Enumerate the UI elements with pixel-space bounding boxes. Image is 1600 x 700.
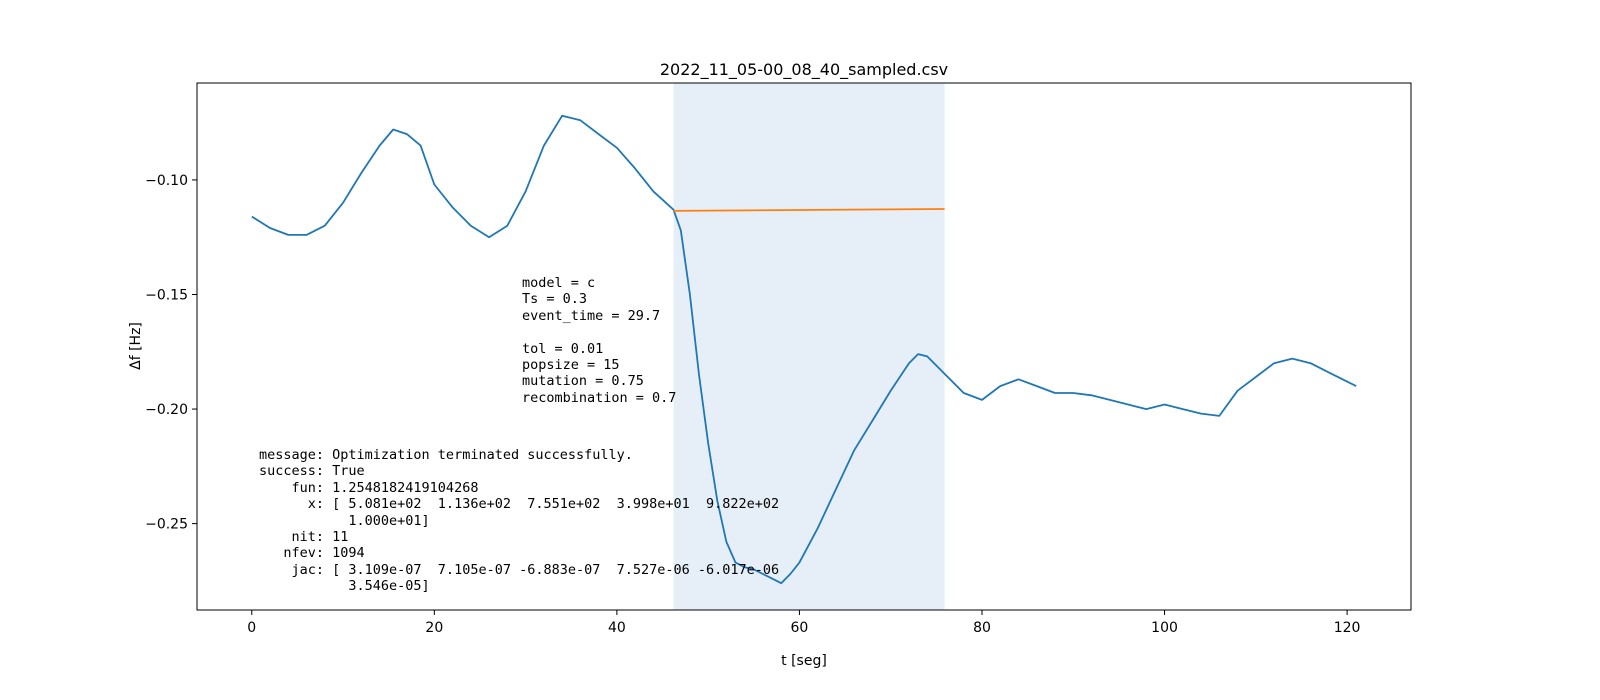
x-tick-label: 100: [1151, 620, 1178, 636]
y-tick-label: −0.15: [145, 287, 188, 303]
plot-frame: [196, 82, 1412, 611]
measured-series-line: [251, 114, 1357, 585]
y-tick-label: −0.10: [145, 173, 188, 189]
x-tick-label: 40: [608, 620, 626, 636]
y-tick-label: −0.20: [145, 402, 188, 418]
model-parameters-annotation: model = c Ts = 0.3 event_time = 29.7 tol…: [522, 275, 677, 406]
highlighted-interval: [673, 83, 945, 610]
optimization-result-annotation: message: Optimization terminated success…: [259, 447, 780, 595]
x-tick-label: 80: [973, 620, 991, 636]
y-axis-ticks: −0.10 −0.15 −0.20 −0.25: [145, 173, 197, 533]
chart-title: 2022_11_05-00_08_40_sampled.csv: [660, 60, 948, 80]
x-tick-label: 60: [791, 620, 809, 636]
x-axis-ticks: 0 20 40 60 80 100 120: [247, 610, 1360, 636]
x-tick-label: 20: [425, 620, 443, 636]
data-series: [251, 114, 1357, 585]
y-tick-label: −0.25: [145, 517, 188, 533]
x-tick-label: 0: [247, 620, 256, 636]
fitted-series-line: [673, 208, 945, 212]
y-axis-label: Δf [Hz]: [128, 322, 144, 370]
x-axis-label: t [seg]: [781, 653, 827, 669]
x-tick-label: 120: [1334, 620, 1361, 636]
